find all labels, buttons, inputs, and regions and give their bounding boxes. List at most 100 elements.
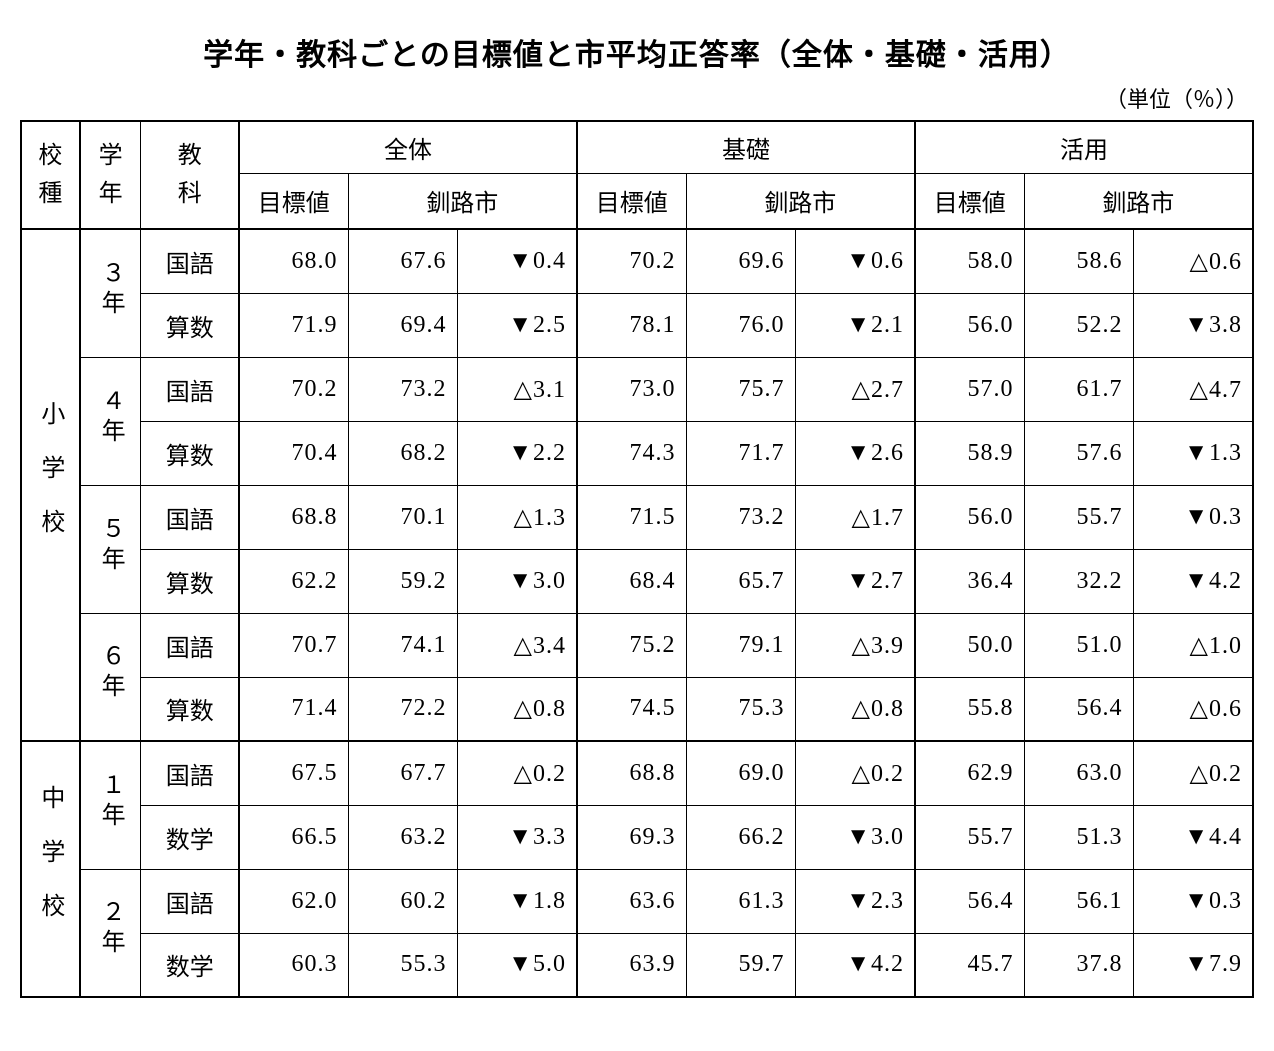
target-cell: 62.2 (239, 549, 348, 613)
diff-cell: ▼2.2 (457, 421, 577, 485)
grade-cell: ６年 (80, 613, 141, 741)
city-cell: 72.2 (348, 677, 457, 741)
grade-cell: １年 (80, 741, 141, 869)
target-cell: 62.0 (239, 869, 348, 933)
target-cell: 55.7 (915, 805, 1024, 869)
diff-cell: △1.3 (457, 485, 577, 549)
diff-cell: △0.6 (1133, 677, 1253, 741)
city-cell: 52.2 (1024, 293, 1133, 357)
city-cell: 67.6 (348, 229, 457, 293)
diff-cell: ▼3.8 (1133, 293, 1253, 357)
grade-cell: ５年 (80, 485, 141, 613)
target-cell: 58.0 (915, 229, 1024, 293)
hdr-grade: 学年 (80, 121, 141, 229)
diff-cell: ▼1.8 (457, 869, 577, 933)
city-cell: 75.7 (686, 357, 795, 421)
diff-cell: ▼5.0 (457, 933, 577, 997)
target-cell: 68.0 (239, 229, 348, 293)
grade-cell: ２年 (80, 869, 141, 997)
city-cell: 63.0 (1024, 741, 1133, 805)
target-cell: 71.5 (577, 485, 686, 549)
city-cell: 67.7 (348, 741, 457, 805)
hdr-group-kiso: 基礎 (577, 121, 915, 173)
diff-cell: △1.7 (795, 485, 915, 549)
city-cell: 69.4 (348, 293, 457, 357)
school-type-cell: 中学校 (21, 741, 80, 997)
score-table: 校種 学年 教科 全体 基礎 活用 目標値 釧路市 目標値 釧路市 目標値 釧路… (20, 120, 1254, 998)
target-cell: 66.5 (239, 805, 348, 869)
city-cell: 56.4 (1024, 677, 1133, 741)
city-cell: 68.2 (348, 421, 457, 485)
hdr-group-katsuyo: 活用 (915, 121, 1253, 173)
diff-cell: ▼4.2 (795, 933, 915, 997)
city-cell: 65.7 (686, 549, 795, 613)
diff-cell: ▼7.9 (1133, 933, 1253, 997)
subject-cell: 算数 (141, 677, 239, 741)
city-cell: 76.0 (686, 293, 795, 357)
subject-cell: 算数 (141, 549, 239, 613)
subject-cell: 算数 (141, 293, 239, 357)
target-cell: 56.4 (915, 869, 1024, 933)
city-cell: 59.2 (348, 549, 457, 613)
diff-cell: △0.6 (1133, 229, 1253, 293)
target-cell: 73.0 (577, 357, 686, 421)
hdr-target: 目標値 (577, 173, 686, 229)
diff-cell: △2.7 (795, 357, 915, 421)
target-cell: 68.8 (577, 741, 686, 805)
subject-cell: 数学 (141, 805, 239, 869)
hdr-target: 目標値 (915, 173, 1024, 229)
hdr-city: 釧路市 (348, 173, 577, 229)
target-cell: 78.1 (577, 293, 686, 357)
diff-cell: ▼3.0 (795, 805, 915, 869)
target-cell: 57.0 (915, 357, 1024, 421)
hdr-city: 釧路市 (686, 173, 915, 229)
page-title: 学年・教科ごとの目標値と市平均正答率（全体・基礎・活用） (20, 30, 1254, 74)
diff-cell: △0.2 (457, 741, 577, 805)
target-cell: 75.2 (577, 613, 686, 677)
target-cell: 71.4 (239, 677, 348, 741)
city-cell: 55.7 (1024, 485, 1133, 549)
city-cell: 58.6 (1024, 229, 1133, 293)
diff-cell: ▼0.6 (795, 229, 915, 293)
diff-cell: ▼2.6 (795, 421, 915, 485)
diff-cell: ▼0.4 (457, 229, 577, 293)
city-cell: 60.2 (348, 869, 457, 933)
city-cell: 51.0 (1024, 613, 1133, 677)
target-cell: 70.7 (239, 613, 348, 677)
diff-cell: △3.4 (457, 613, 577, 677)
target-cell: 70.2 (577, 229, 686, 293)
target-cell: 71.9 (239, 293, 348, 357)
diff-cell: ▼0.3 (1133, 485, 1253, 549)
target-cell: 69.3 (577, 805, 686, 869)
target-cell: 70.4 (239, 421, 348, 485)
city-cell: 69.0 (686, 741, 795, 805)
target-cell: 74.5 (577, 677, 686, 741)
subject-cell: 国語 (141, 741, 239, 805)
diff-cell: △0.8 (457, 677, 577, 741)
target-cell: 67.5 (239, 741, 348, 805)
city-cell: 69.6 (686, 229, 795, 293)
city-cell: 75.3 (686, 677, 795, 741)
subject-cell: 数学 (141, 933, 239, 997)
diff-cell: △4.7 (1133, 357, 1253, 421)
subject-cell: 国語 (141, 869, 239, 933)
target-cell: 60.3 (239, 933, 348, 997)
target-cell: 58.9 (915, 421, 1024, 485)
diff-cell: △1.0 (1133, 613, 1253, 677)
hdr-subject: 教科 (141, 121, 239, 229)
city-cell: 32.2 (1024, 549, 1133, 613)
city-cell: 79.1 (686, 613, 795, 677)
city-cell: 37.8 (1024, 933, 1133, 997)
grade-cell: ３年 (80, 229, 141, 357)
hdr-school-type: 校種 (21, 121, 80, 229)
city-cell: 61.3 (686, 869, 795, 933)
city-cell: 70.1 (348, 485, 457, 549)
subject-cell: 算数 (141, 421, 239, 485)
city-cell: 74.1 (348, 613, 457, 677)
hdr-city: 釧路市 (1024, 173, 1253, 229)
city-cell: 61.7 (1024, 357, 1133, 421)
diff-cell: ▼2.5 (457, 293, 577, 357)
diff-cell: ▼3.0 (457, 549, 577, 613)
diff-cell: ▼2.7 (795, 549, 915, 613)
city-cell: 55.3 (348, 933, 457, 997)
